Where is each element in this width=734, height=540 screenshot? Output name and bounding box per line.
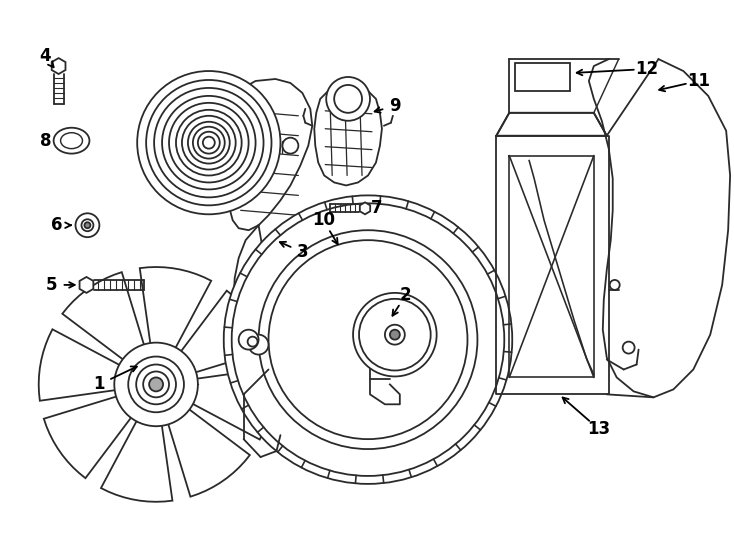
Circle shape (143, 372, 169, 397)
Circle shape (115, 342, 198, 426)
Circle shape (203, 137, 215, 148)
Polygon shape (79, 277, 93, 293)
Polygon shape (62, 272, 145, 362)
Text: 12: 12 (635, 60, 658, 78)
Polygon shape (167, 407, 250, 497)
Circle shape (247, 336, 258, 347)
Polygon shape (139, 267, 211, 351)
Circle shape (610, 280, 619, 290)
Text: 3: 3 (297, 243, 308, 261)
Text: 10: 10 (312, 211, 335, 230)
Circle shape (137, 364, 176, 404)
Circle shape (182, 116, 236, 170)
Polygon shape (39, 329, 123, 401)
Circle shape (258, 230, 477, 449)
Circle shape (385, 325, 405, 345)
Circle shape (249, 335, 269, 355)
Polygon shape (360, 202, 370, 214)
FancyBboxPatch shape (515, 63, 570, 91)
Circle shape (326, 77, 370, 121)
Circle shape (146, 80, 272, 205)
Circle shape (76, 213, 99, 237)
Circle shape (283, 138, 298, 153)
Text: 5: 5 (46, 276, 57, 294)
Circle shape (334, 85, 362, 113)
Circle shape (137, 71, 280, 214)
Circle shape (224, 195, 512, 484)
Circle shape (239, 330, 258, 349)
Circle shape (622, 342, 635, 354)
Polygon shape (51, 58, 65, 74)
Circle shape (353, 293, 437, 376)
Circle shape (149, 377, 163, 392)
Circle shape (232, 204, 504, 476)
Circle shape (81, 219, 93, 231)
Circle shape (198, 132, 219, 153)
Circle shape (121, 349, 191, 419)
Text: 2: 2 (400, 286, 412, 304)
Polygon shape (101, 418, 172, 502)
Circle shape (84, 222, 90, 228)
Text: 7: 7 (371, 199, 382, 217)
Text: 13: 13 (587, 420, 611, 438)
Text: 8: 8 (40, 132, 51, 150)
Circle shape (169, 103, 249, 183)
Text: 9: 9 (389, 97, 401, 115)
Circle shape (176, 110, 241, 176)
Text: 6: 6 (51, 216, 62, 234)
Circle shape (162, 96, 255, 190)
Polygon shape (44, 395, 134, 478)
Circle shape (390, 330, 400, 340)
Polygon shape (179, 291, 269, 373)
Circle shape (128, 356, 184, 412)
Circle shape (193, 127, 225, 159)
Text: 1: 1 (94, 375, 105, 394)
Ellipse shape (54, 128, 90, 153)
Circle shape (188, 122, 230, 164)
Polygon shape (496, 113, 607, 136)
Circle shape (269, 240, 468, 439)
Text: 4: 4 (39, 47, 51, 65)
Circle shape (359, 299, 431, 370)
Circle shape (154, 88, 264, 198)
Polygon shape (189, 368, 274, 440)
Text: 11: 11 (687, 72, 710, 90)
Ellipse shape (61, 133, 82, 149)
Polygon shape (314, 86, 382, 185)
